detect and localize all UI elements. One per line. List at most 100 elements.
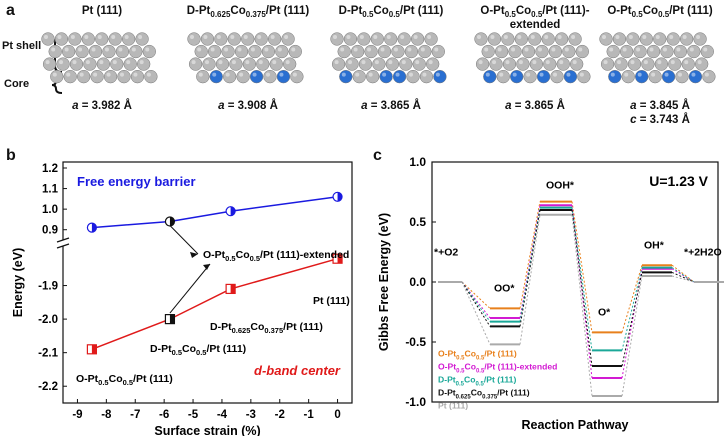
atom-highlight: [670, 60, 675, 65]
co-atom: [661, 69, 676, 84]
pt-atom: [419, 69, 434, 84]
pt-atom: [523, 69, 537, 84]
atom-highlight: [112, 60, 117, 65]
atom-highlight: [72, 60, 77, 65]
pt-atom: [562, 44, 576, 59]
pt-atom: [673, 44, 688, 59]
co-atom: [483, 69, 497, 84]
atom-highlight: [393, 47, 398, 52]
x-tick-label: -5: [188, 409, 199, 421]
annotation-extended: O-Pt0.5Co0.5/Pt (111)-extended: [203, 249, 349, 263]
atom-highlight: [400, 35, 405, 39]
dband-point-fill: [337, 254, 343, 264]
pt-atom: [487, 32, 502, 46]
pt-atom: [96, 57, 111, 71]
pt-atom: [426, 57, 440, 71]
pt-atom: [123, 57, 137, 71]
y-tick-label: -1.0: [405, 395, 426, 409]
pt-atom: [641, 57, 655, 71]
atom-highlight: [566, 72, 571, 77]
x-tick-label: -9: [72, 409, 82, 421]
pt-atom: [229, 57, 243, 71]
pt-atom: [68, 32, 82, 46]
pt-atom: [412, 57, 426, 71]
atom-highlight: [78, 47, 83, 52]
step-label-end: *+2H2O: [684, 247, 722, 259]
pt-atom: [612, 32, 627, 46]
pt-atom: [621, 69, 635, 84]
atom-highlight: [139, 60, 144, 65]
pt-atom: [88, 44, 103, 59]
pt-atom: [56, 57, 70, 71]
pt-atom: [254, 32, 268, 46]
atom-highlight: [689, 47, 694, 52]
atom-highlight: [401, 60, 406, 65]
pt-atom: [494, 44, 509, 59]
co-atom: [209, 69, 223, 84]
x-tick-label: -3: [246, 409, 256, 421]
y-tick-label: -2.2: [38, 381, 58, 393]
pt-atom: [693, 32, 707, 46]
arrow-head: [203, 264, 210, 270]
atom-highlight: [243, 35, 248, 39]
structure-title-3: O-Pt0.5Co0.5/Pt (111)-extended: [480, 5, 589, 31]
pt-atom: [675, 69, 689, 84]
pt-atom: [687, 44, 701, 59]
atom-highlight: [643, 60, 648, 65]
pt-atom: [130, 69, 145, 84]
atom-highlight: [373, 35, 378, 39]
core-label: Core: [4, 78, 30, 90]
atom-highlight: [99, 60, 104, 65]
structure-title-text: O-Pt0.5Co0.5/Pt (111)-: [480, 5, 589, 19]
pt-atom: [502, 57, 517, 71]
atom-highlight: [537, 47, 542, 52]
structure-title-text: extended: [510, 19, 561, 31]
pt-atom: [215, 57, 230, 71]
atom-highlight: [380, 47, 385, 52]
y-tick-label: -2.1: [38, 348, 58, 360]
pt-atom: [653, 32, 667, 46]
atom-highlight: [628, 35, 633, 39]
co-atom: [510, 69, 524, 84]
atom-highlight: [704, 72, 709, 77]
y-tick-label: -0.5: [405, 335, 426, 349]
pt-atom: [115, 44, 130, 59]
structure-title-text: O-Pt0.5Co0.5/Pt (111): [607, 5, 713, 19]
annotation-o05: O-Pt0.5Co0.5/Pt (111): [76, 373, 173, 387]
atom-highlight: [334, 60, 339, 65]
atom-highlight: [57, 35, 62, 39]
atom-highlight: [651, 72, 656, 77]
pt-atom: [142, 44, 156, 59]
pt-atom: [103, 69, 118, 84]
transition-line: [519, 205, 541, 319]
atom-highlight: [250, 47, 255, 52]
legend-entry-0: O-Pt0.5Co0.5/Pt (111): [438, 348, 517, 361]
atom-highlight: [285, 60, 290, 65]
axis-break-mark: [56, 243, 70, 249]
pt-atom: [223, 69, 237, 84]
atom-highlight: [198, 72, 203, 77]
transition-line: [621, 272, 643, 367]
pt-atom: [227, 32, 241, 46]
pt-atom: [516, 57, 530, 71]
atom-highlight: [257, 35, 262, 39]
atom-highlight: [346, 35, 351, 39]
pt-atom: [366, 69, 380, 84]
x-tick-label: -6: [159, 409, 169, 421]
pt-atom: [345, 57, 359, 71]
y-tick-label: 0.9: [42, 225, 58, 237]
legend-entry-4: Pt (111): [438, 400, 468, 410]
co-atom: [392, 69, 407, 84]
atom-highlight: [490, 35, 495, 39]
potential-label: U=1.23 V: [649, 173, 708, 189]
co-atom: [339, 69, 353, 84]
atom-highlight: [277, 47, 282, 52]
atom-highlight: [70, 35, 75, 39]
atom-highlight: [684, 60, 689, 65]
atom-highlight: [697, 60, 702, 65]
pt-atom: [108, 32, 122, 46]
pt-atom: [41, 32, 55, 46]
structure-title-2: D-Pt0.5Co0.5/Pt (111): [339, 5, 444, 19]
pt-atom: [521, 44, 536, 59]
pt-atom: [144, 69, 158, 84]
